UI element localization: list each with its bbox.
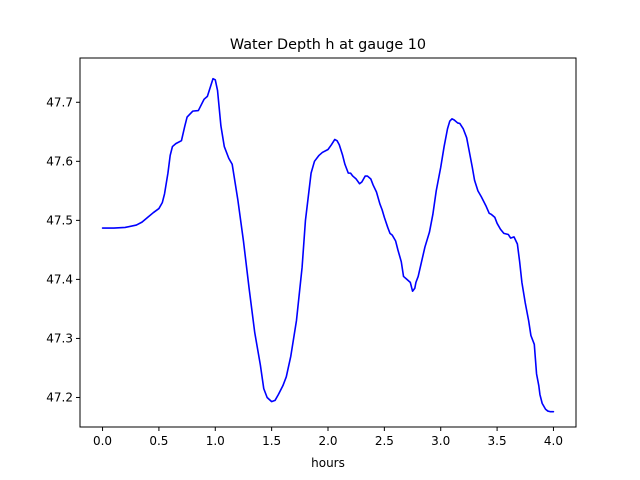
plot-frame <box>79 57 577 428</box>
x-tick-label: 3.0 <box>431 434 450 448</box>
y-tick-label: 47.7 <box>46 95 73 109</box>
series-group <box>101 77 555 413</box>
y-tick-label: 47.2 <box>46 390 73 404</box>
y-tick-label: 47.6 <box>46 154 73 168</box>
y-tick-label: 47.3 <box>46 331 73 345</box>
x-tick-label: 3.5 <box>488 434 507 448</box>
x-axis-label: hours <box>311 456 345 470</box>
x-tick-label: 2.0 <box>318 434 337 448</box>
y-axis: 47.2 47.3 47.4 47.5 47.6 47.7 <box>46 95 80 404</box>
x-axis: 0.0 0.5 1.0 1.5 2.0 2.5 3.0 3.5 4.0 <box>93 427 563 448</box>
plot-area <box>80 58 576 427</box>
x-tick-label: 0.0 <box>93 434 112 448</box>
series-line-0 <box>101 77 555 413</box>
y-tick-label: 47.4 <box>46 272 73 286</box>
x-tick-label: 1.0 <box>206 434 225 448</box>
x-tick-label: 0.5 <box>149 434 168 448</box>
chart-title: Water Depth h at gauge 10 <box>230 37 426 53</box>
y-tick-label: 47.5 <box>46 213 73 227</box>
x-tick-label: 1.5 <box>262 434 281 448</box>
x-tick-label: 4.0 <box>544 434 563 448</box>
x-tick-label: 2.5 <box>375 434 394 448</box>
